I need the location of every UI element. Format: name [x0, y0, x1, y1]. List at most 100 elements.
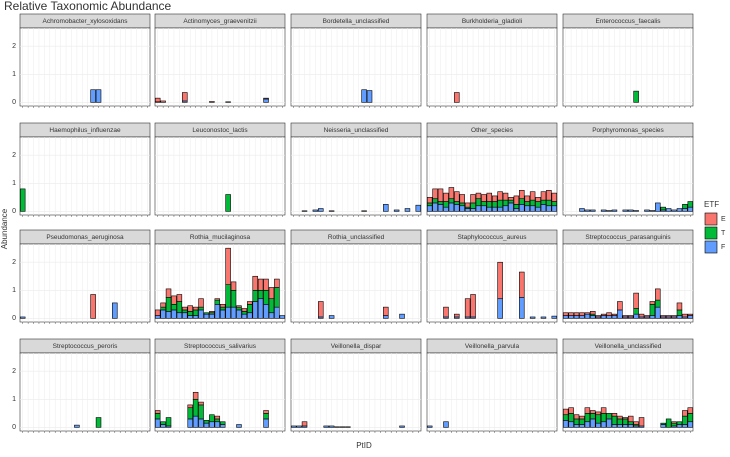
bar-segment	[426, 202, 433, 207]
bar-segment	[171, 309, 177, 319]
bar-segment	[627, 315, 634, 318]
facet-title: Rothia_unclassified	[328, 234, 385, 241]
facet-title: Bordetella_unclassified	[323, 18, 390, 25]
bar-segment	[241, 308, 248, 312]
bar-segment	[187, 418, 193, 428]
bar-segment	[187, 407, 193, 420]
bar-segment	[687, 313, 694, 316]
bar-segment	[540, 191, 547, 201]
bar-segment	[687, 413, 694, 423]
bar-segment	[622, 315, 629, 318]
bar-segment	[606, 413, 612, 420]
bar-segment	[497, 206, 503, 212]
bar-segment	[562, 420, 569, 428]
bar-segment	[214, 298, 221, 301]
bar-segment	[475, 192, 482, 200]
bar-segment	[393, 209, 400, 212]
bar-segment	[230, 289, 237, 308]
bar-segment	[633, 292, 639, 309]
bar-segment	[219, 306, 226, 311]
bar-segment	[590, 413, 596, 420]
bar-segment	[383, 315, 389, 319]
bar-segment	[160, 302, 166, 308]
facet-title: Staphylococcus_aureus	[457, 234, 527, 241]
bar-segment	[328, 425, 335, 428]
legend-label: T	[721, 230, 726, 237]
bar-segment	[584, 413, 591, 423]
bar-segment	[524, 205, 530, 212]
bar-segment	[225, 247, 231, 285]
bar-segment	[562, 312, 569, 316]
bar-segment	[187, 311, 193, 316]
legend-key	[704, 240, 718, 254]
bar-segment	[448, 187, 455, 200]
bar-segment	[443, 206, 449, 212]
bar-segment	[198, 298, 204, 308]
bar-segment	[263, 410, 269, 414]
bar-segment	[165, 288, 172, 298]
bar-segment	[671, 422, 677, 427]
bar-segment	[263, 97, 269, 100]
bar-segment	[486, 201, 493, 208]
bar-segment	[399, 313, 405, 319]
bar-segment	[209, 421, 215, 428]
bar-segment	[182, 309, 188, 314]
y-tick-label: 0	[12, 315, 16, 322]
bar-segment	[617, 415, 623, 420]
bar-segment	[198, 418, 204, 428]
bar-segment	[214, 421, 221, 428]
bar-segment	[454, 92, 460, 103]
bar-segment	[590, 311, 596, 315]
bar-segment	[241, 311, 248, 315]
facet-title: Streptococcus_peroris	[53, 343, 118, 350]
bar-segment	[219, 304, 226, 308]
panel	[562, 243, 694, 323]
bar-segment	[600, 313, 607, 316]
legend-label: F	[721, 244, 725, 251]
bar-segment	[165, 311, 172, 319]
bar-segment	[230, 306, 237, 319]
bar-segment	[655, 306, 661, 319]
bar-segment	[160, 424, 166, 428]
bar-segment	[481, 205, 487, 212]
bar-segment	[579, 208, 585, 212]
bar-segment	[209, 101, 215, 103]
x-axis-label: PtID	[356, 441, 372, 450]
bar-segment	[432, 198, 438, 204]
y-axis-label: Abundance	[0, 208, 9, 249]
bar-segment	[274, 287, 280, 308]
bar-segment	[676, 208, 683, 212]
bar-segment	[676, 421, 683, 425]
bar-segment	[182, 312, 188, 319]
bar-segment	[252, 275, 258, 291]
bar-segment	[464, 298, 471, 318]
bar-segment	[443, 192, 449, 202]
bar-segment	[90, 89, 96, 103]
bar-segment	[502, 192, 509, 201]
bar-segment	[225, 284, 231, 308]
panel	[426, 27, 558, 107]
bar-segment	[665, 418, 672, 428]
bar-segment	[529, 191, 536, 201]
bar-segment	[448, 198, 455, 204]
bar-segment	[551, 205, 558, 212]
legend-label: E	[721, 216, 726, 223]
bar-segment	[562, 315, 569, 319]
bar-segment	[584, 421, 591, 428]
bar-segment	[192, 309, 199, 316]
bar-segment	[443, 201, 449, 208]
bar-segment	[481, 194, 487, 202]
bar-segment	[519, 190, 525, 200]
bar-segment	[665, 208, 672, 212]
bar-segment	[508, 202, 514, 212]
bar-segment	[209, 313, 215, 319]
bar-segment	[676, 424, 683, 428]
bar-segment	[312, 209, 319, 212]
panel	[290, 27, 422, 107]
bar-segment	[95, 417, 102, 428]
bar-segment	[432, 202, 438, 212]
bar-segment	[617, 309, 623, 319]
bar-segment	[443, 306, 449, 318]
y-tick-label: 1	[12, 287, 16, 294]
bar-segment	[600, 421, 607, 428]
